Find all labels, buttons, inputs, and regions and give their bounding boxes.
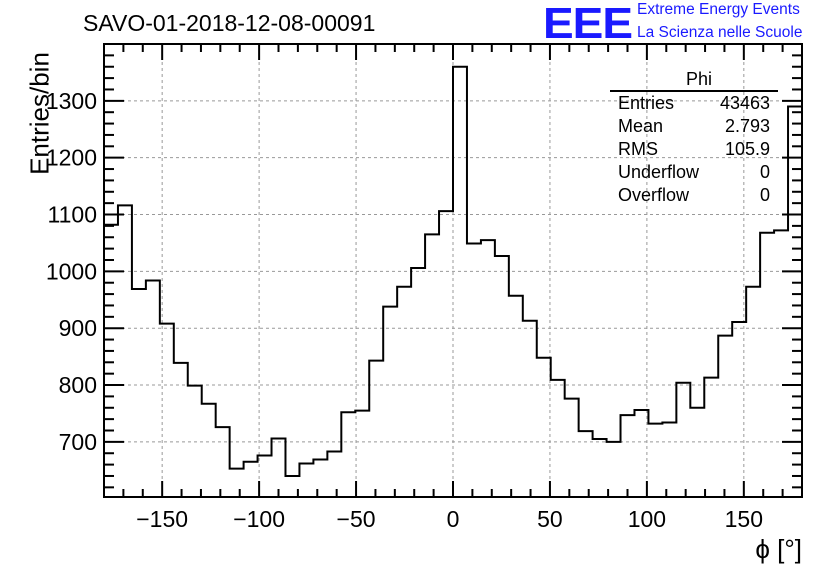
stats-label: Entries	[618, 93, 675, 113]
histogram-bin	[704, 378, 718, 497]
stats-label: Underflow	[618, 162, 700, 182]
histogram-bin	[272, 438, 286, 497]
histogram-bin	[662, 423, 676, 497]
stats-title: Phi	[610, 68, 778, 92]
histogram-bin	[760, 233, 774, 497]
histogram-bin	[327, 452, 341, 497]
histogram-bin	[439, 211, 453, 497]
histogram-bin	[397, 287, 411, 497]
stats-row: Entries 43463	[610, 92, 778, 115]
stats-value: 43463	[719, 93, 770, 113]
stats-box: Phi Entries 43463 Mean 2.793 RMS 105.9 Unde…	[610, 68, 778, 207]
histogram-bin	[607, 442, 621, 497]
eee-logo: EEE	[543, 0, 633, 48]
stats-row: Overflow 0	[610, 184, 778, 207]
stats-row: Mean 2.793	[610, 115, 778, 138]
histogram-bin	[174, 363, 188, 497]
histogram-bin	[648, 424, 662, 497]
y-tick-label: 1300	[46, 88, 97, 114]
histogram-bin	[146, 280, 160, 497]
y-axis-label: Entries/bin	[24, 52, 55, 175]
histogram-bin	[132, 289, 146, 497]
histogram-bin	[230, 469, 244, 497]
x-tick-label: −100	[233, 506, 285, 532]
histogram-bin	[425, 234, 439, 497]
org-name: Extreme Energy Events	[637, 1, 800, 18]
org-tagline: La Scienza nelle Scuole	[637, 24, 803, 41]
stats-label: RMS	[618, 139, 658, 159]
histogram-bin	[244, 462, 258, 497]
x-tick-label: 50	[537, 506, 563, 532]
histogram-bin	[579, 431, 593, 497]
histogram-bin	[788, 107, 802, 497]
y-tick-label: 1100	[48, 202, 97, 228]
histogram-bin	[188, 386, 202, 497]
histogram-bin	[369, 361, 383, 497]
histogram-bin	[299, 463, 313, 497]
x-tick-label: −150	[136, 506, 188, 532]
histogram-bin	[118, 205, 132, 497]
histogram-bin	[313, 459, 327, 497]
y-tick-label: 1000	[46, 258, 97, 284]
histogram-bin	[383, 307, 397, 497]
y-tick-label: 800	[59, 372, 97, 398]
histogram-bin	[160, 324, 174, 497]
stats-value: 105.9	[724, 139, 770, 159]
x-tick-label: 150	[725, 506, 763, 532]
histogram-bin	[495, 256, 509, 497]
histogram-bin	[509, 296, 523, 497]
histogram-bin	[732, 322, 746, 497]
x-tick-label: −50	[337, 506, 376, 532]
histogram-bin	[341, 412, 355, 497]
stats-value: 0	[759, 185, 770, 205]
histogram-bin	[202, 404, 216, 497]
stats-value: 2.793	[724, 116, 770, 136]
histogram-bin	[216, 427, 230, 497]
histogram-bin	[104, 225, 118, 497]
y-tick-label: 700	[59, 429, 97, 455]
x-tick-label: 0	[447, 506, 460, 532]
stats-label: Overflow	[618, 185, 690, 205]
plot-title: SAVO-01-2018-12-08-00091	[83, 10, 376, 36]
stats-row: RMS 105.9	[610, 138, 778, 161]
histogram-bin	[718, 336, 732, 497]
histogram-bin	[621, 415, 635, 497]
histogram-bin	[746, 287, 760, 497]
x-axis-label: ϕ [°]	[755, 534, 802, 564]
histogram-bin	[593, 439, 607, 497]
histogram-bin	[551, 380, 565, 497]
histogram-outline	[103, 65, 803, 497]
y-tick-label: 900	[59, 315, 97, 341]
stats-row: Underflow 0	[610, 161, 778, 184]
y-tick-label: 1200	[46, 145, 97, 171]
histogram-bin	[537, 358, 551, 497]
stats-value: 0	[759, 162, 770, 182]
stats-label: Mean	[618, 116, 664, 136]
x-tick-label: 100	[628, 506, 666, 532]
histogram-bin	[467, 244, 481, 497]
histogram-bin	[523, 321, 537, 497]
histogram-bin	[565, 399, 579, 497]
histogram-bin	[355, 411, 369, 497]
histogram-bin	[453, 67, 467, 497]
histogram-bin	[481, 240, 495, 497]
histogram-bin	[411, 268, 425, 497]
histogram-bin	[690, 408, 704, 497]
histogram-bin	[676, 383, 690, 497]
